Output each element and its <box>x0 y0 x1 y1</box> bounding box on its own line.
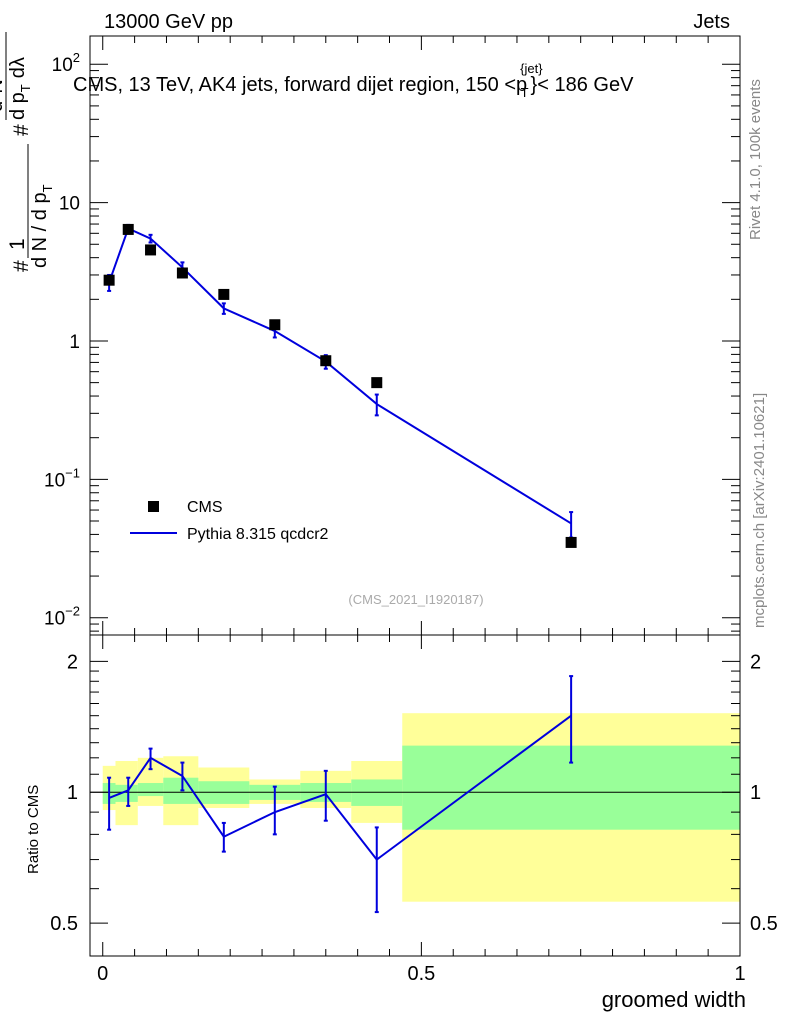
ratio-ytick-label-left-1: 1 <box>67 782 78 804</box>
main-ytick-label-base-0: 10 <box>44 609 65 630</box>
ylabel-pt-sub-2: T <box>18 84 33 92</box>
ylabel-n: N <box>0 79 7 93</box>
legend-label-cms: CMS <box>187 499 223 516</box>
cms-point-8 <box>565 536 577 548</box>
svg-text:#: # <box>10 124 33 136</box>
main-ytick-label-1: 10−1 <box>44 465 80 491</box>
main-series <box>103 223 577 548</box>
cms-point-4 <box>218 288 230 300</box>
ratio-axes: 0.5 0.5 1 1 2 2 0 0.5 1 <box>50 634 778 985</box>
ratio-plot-frame <box>89 634 741 957</box>
header-right: Jets <box>693 11 730 33</box>
main-ytick-label-0: 10−2 <box>44 604 80 630</box>
band-green-2 <box>137 783 164 797</box>
ylabel-fraction-1: 1 <box>6 238 29 250</box>
main-ytick-label-4: 102 <box>52 50 80 76</box>
chart-title: CMS, 13 TeV, AK4 jets, forward dijet reg… <box>73 61 634 100</box>
main-ytick-label-exp-0: −2 <box>65 604 80 619</box>
cms-point-5 <box>269 319 281 331</box>
header-left: 13000 GeV pp <box>104 11 233 33</box>
legend-marker-cms <box>148 501 159 512</box>
band-green-1 <box>115 784 138 802</box>
main-ytick-label-3: 10 <box>59 194 80 215</box>
chart-title-sup: {jet} <box>520 61 543 76</box>
ratio-y-axis-label: Ratio to CMS <box>25 785 42 874</box>
ratio-ytick-label-left-2: 2 <box>67 651 78 673</box>
ylabel-pt-sub-1: T <box>40 184 55 192</box>
x-axis-label: groomed width <box>602 987 746 1012</box>
chart-title-sub: T <box>521 85 529 100</box>
x-tick-label-1: 0.5 <box>407 963 435 985</box>
ratio-ytick-label-right-0: 0.5 <box>750 913 778 935</box>
main-ytick-label-exp-4: 2 <box>73 50 80 65</box>
ylabel-hash-2: # <box>10 124 33 136</box>
main-ytick-label-2: 1 <box>69 332 80 353</box>
analysis-watermark: (CMS_2021_I1920187) <box>348 592 483 607</box>
rivet-label: Rivet 4.1.0, 100k events <box>747 79 764 240</box>
main-ytick-label-base-1: 10 <box>44 470 65 491</box>
ratio-series <box>107 675 574 914</box>
x-tick-label-2: 1 <box>734 963 745 985</box>
cms-point-0 <box>103 274 115 286</box>
main-ytick-label-exp-1: −1 <box>65 465 80 480</box>
ylabel-one: 1 <box>6 238 29 250</box>
ylabel-denominator-1: d N / d pT <box>29 184 55 268</box>
cms-point-3 <box>176 267 188 279</box>
ylabel-dlambda: dλ <box>7 57 29 78</box>
ratio-ytick-label-right-1: 1 <box>750 782 761 804</box>
ylabel-d: d <box>0 101 7 112</box>
chart-title-tail: }< 186 GeV <box>531 74 635 96</box>
ratio-ytick-label-left-0: 0.5 <box>50 913 78 935</box>
main-ytick-label-base-4: 10 <box>52 55 73 76</box>
main-ytick-label-base-3: 10 <box>59 194 80 215</box>
chart-title-main: CMS, 13 TeV, AK4 jets, forward dijet reg… <box>73 74 527 96</box>
cms-point-1 <box>122 223 134 235</box>
x-tick-label-0: 0 <box>97 963 108 985</box>
main-ytick-label-base-2: 1 <box>69 332 80 353</box>
cms-point-6 <box>320 355 332 367</box>
ylabel-hash-1: # <box>10 260 33 272</box>
ylabel-dn: d N / d p <box>29 192 51 268</box>
ratio-ytick-label-right-2: 2 <box>750 651 761 673</box>
ylabel-dp: d p <box>7 92 29 120</box>
cms-point-7 <box>371 377 383 389</box>
svg-text:#: # <box>10 260 33 272</box>
y-axis-label: # 1 d N / d pT # d2N d pTdλ <box>0 32 55 272</box>
cms-point-2 <box>145 244 157 256</box>
ylabel-numerator-2: d2N <box>0 79 7 112</box>
mcplots-label: mcplots.cern.ch [arXiv:2401.10621] <box>751 393 768 628</box>
ylabel-denominator-2: d pTdλ <box>7 57 33 120</box>
legend-label-pythia: Pythia 8.315 qcdcr2 <box>187 526 329 543</box>
